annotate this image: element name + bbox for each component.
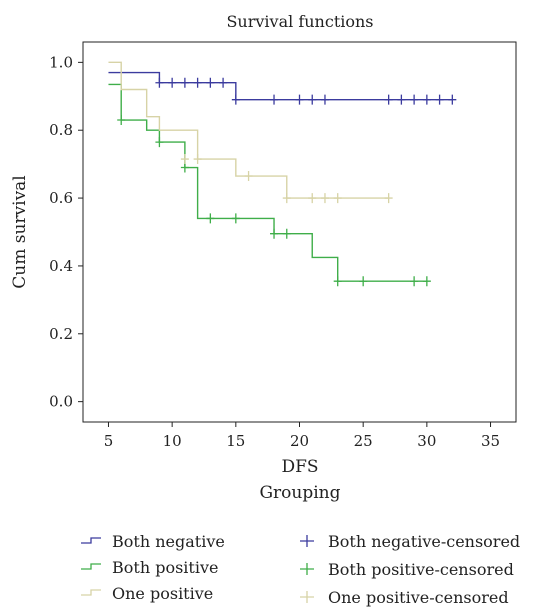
censor-marker [180, 154, 189, 165]
censor-marker [155, 137, 164, 148]
y-tick-label: 0.6 [49, 189, 73, 207]
y-tick-label: 1.0 [49, 53, 73, 71]
censor-marker [231, 213, 240, 224]
legend-label: Both negative-censored [328, 531, 521, 551]
legend-label: One positive [112, 583, 214, 603]
series-line [108, 61, 389, 199]
x-axis: 5 10 15 20 25 30 35 [104, 422, 500, 450]
censor-marker [231, 94, 240, 105]
censor-marker [384, 94, 393, 105]
censor-marker [410, 276, 419, 287]
censor-marker [168, 77, 177, 88]
censor-marker [333, 193, 342, 204]
censor-marker [448, 94, 457, 105]
plus-marker-icon [300, 591, 314, 603]
censor-marker [155, 77, 164, 88]
legend-item-one-positive: One positive [80, 582, 213, 604]
censor-marker [282, 228, 291, 239]
legend-item-one-positive-censored: One positive-censored [296, 586, 509, 608]
y-axis-label: Cum survival [10, 175, 30, 289]
censor-marker [244, 171, 253, 182]
censor-marker [193, 154, 202, 165]
x-tick-label: 15 [226, 432, 245, 450]
censor-marker [282, 193, 291, 204]
censor-marker [397, 94, 406, 105]
censor-marker [320, 94, 329, 105]
y-tick-label: 0.8 [49, 121, 73, 139]
chart-title: Survival functions [226, 12, 373, 31]
x-tick-label: 25 [354, 432, 373, 450]
legend-item-both-negative-censored: Both negative-censored [296, 530, 520, 552]
x-tick-label: 10 [163, 432, 182, 450]
censor-marks [117, 77, 457, 287]
legend-item-both-positive-censored: Both positive-censored [296, 558, 514, 580]
legend-label: Both negative [112, 531, 225, 551]
x-tick-label: 30 [417, 432, 436, 450]
censor-marker [422, 276, 431, 287]
censor-marker [410, 94, 419, 105]
censor-marker [359, 276, 368, 287]
censor-marker [270, 94, 279, 105]
y-tick-label: 0.4 [49, 257, 73, 275]
plus-marker-icon [300, 563, 314, 575]
legend: Both negative Both positive One positive… [0, 528, 533, 612]
x-tick-label: 20 [290, 432, 309, 450]
step-line-icon [81, 537, 101, 544]
legend-label: Both positive-censored [328, 559, 514, 579]
censor-marker [270, 228, 279, 239]
step-line-icon [81, 589, 101, 596]
censor-marker [219, 77, 228, 88]
y-tick-label: 0.0 [49, 393, 73, 411]
x-tick-label: 5 [104, 432, 114, 450]
censor-marker [333, 276, 342, 287]
censor-marker [308, 94, 317, 105]
censor-marker [193, 77, 202, 88]
censor-marker [295, 94, 304, 105]
censor-marker [422, 94, 431, 105]
legend-item-both-negative: Both negative [80, 530, 225, 552]
step-line-icon [81, 563, 101, 570]
censor-marker [308, 193, 317, 204]
plus-marker-icon [300, 535, 314, 547]
legend-label: Both positive [112, 557, 219, 577]
censor-marker [206, 77, 215, 88]
survival-chart: Survival functions 0.0 0.2 0.4 0.6 0.8 1.0 5 1… [10, 12, 517, 503]
x-tick-label: 35 [481, 432, 500, 450]
legend-label: One positive-censored [328, 587, 509, 607]
legend-item-both-positive: Both positive [80, 556, 218, 578]
censor-marker [180, 162, 189, 173]
series-line [108, 83, 427, 282]
y-tick-label: 0.2 [49, 325, 73, 343]
censor-marker [435, 94, 444, 105]
censor-marker [206, 213, 215, 224]
x-axis-label: DFS [281, 457, 318, 477]
x-axis-grouping-label: Grouping [259, 483, 340, 503]
censor-marker [320, 193, 329, 204]
censor-marker [117, 115, 126, 126]
censor-marker [180, 77, 189, 88]
censor-marker [384, 193, 393, 204]
y-axis: 0.0 0.2 0.4 0.6 0.8 1.0 [49, 53, 83, 411]
